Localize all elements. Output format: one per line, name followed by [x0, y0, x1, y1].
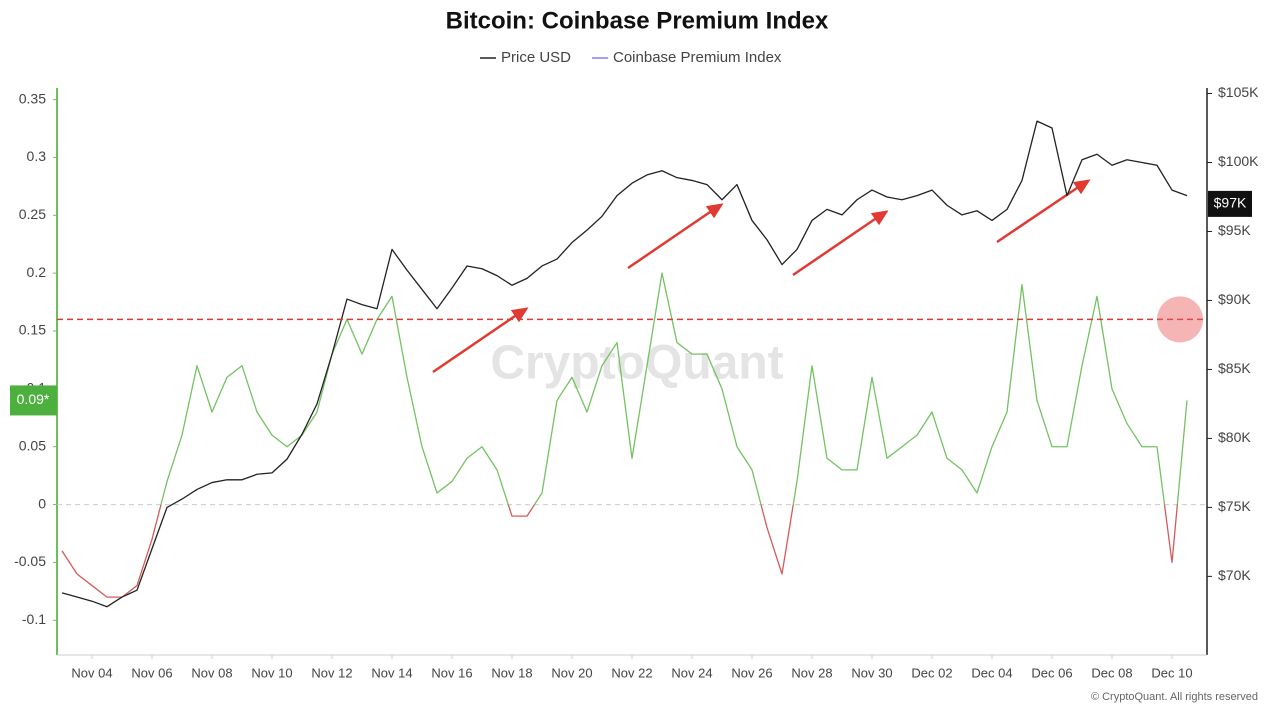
y-tick-label: 0.35 — [19, 90, 46, 106]
x-tick-label: Nov 24 — [671, 665, 712, 680]
x-tick-label: Nov 22 — [611, 665, 652, 680]
x-tick-label: Nov 18 — [491, 665, 532, 680]
premium-line-positive — [160, 272, 1188, 505]
y-tick-label: 0 — [38, 495, 46, 511]
y2-tick-label: $85K — [1218, 360, 1251, 376]
x-tick-label: Nov 06 — [131, 665, 172, 680]
highlight-circle — [1157, 296, 1203, 343]
x-tick-label: Nov 28 — [791, 665, 832, 680]
current-y-label: 0.09* — [17, 391, 50, 407]
y2-tick-label: $95K — [1218, 222, 1251, 238]
y-tick-label: 0.2 — [27, 264, 47, 280]
y2-tick-label: $70K — [1218, 567, 1251, 583]
chart-title: Bitcoin: Coinbase Premium Index — [446, 7, 829, 34]
x-tick-label: Nov 04 — [71, 665, 112, 680]
x-tick-label: Dec 08 — [1091, 665, 1132, 680]
x-tick-label: Nov 14 — [371, 665, 412, 680]
x-tick-label: Dec 02 — [911, 665, 952, 680]
x-tick-label: Nov 26 — [731, 665, 772, 680]
current-y2-box — [1208, 190, 1252, 217]
y2-tick-label: $75K — [1218, 498, 1251, 514]
legend-label: Coinbase Premium Index — [613, 49, 782, 66]
arrows — [432, 179, 1091, 374]
footer: © CryptoQuant. All rights reserved — [1091, 691, 1258, 703]
x-tick-label: Nov 16 — [431, 665, 472, 680]
y-tick-label: -0.1 — [22, 611, 46, 627]
x-tick-label: Dec 06 — [1031, 665, 1072, 680]
x-tick-label: Dec 04 — [971, 665, 1012, 680]
x-tick-label: Nov 12 — [311, 665, 352, 680]
y-tick-label: 0.3 — [27, 148, 47, 164]
current-y2-label: $97K — [1214, 195, 1247, 211]
price-line — [61, 120, 1188, 608]
x-tick-label: Nov 30 — [851, 665, 892, 680]
current-y-box — [10, 385, 57, 416]
x-tick-label: Dec 10 — [1151, 665, 1192, 680]
x-tick-label: Nov 08 — [191, 665, 232, 680]
y2-tick-label: $90K — [1218, 291, 1251, 307]
y2-tick-label: $100K — [1218, 153, 1259, 169]
y-tick-label: -0.05 — [14, 553, 46, 569]
x-tick-label: Nov 20 — [551, 665, 592, 680]
y2-tick-label: $105K — [1218, 84, 1259, 100]
y2-tick-label: $80K — [1218, 429, 1251, 445]
y-tick-label: 0.25 — [19, 206, 46, 222]
y-tick-label: 0.05 — [19, 437, 46, 453]
y-tick-label: 0.15 — [19, 322, 46, 338]
x-tick-label: Nov 10 — [251, 665, 292, 680]
legend-label: Price USD — [501, 49, 571, 66]
watermark: CryptoQuant — [490, 337, 783, 390]
